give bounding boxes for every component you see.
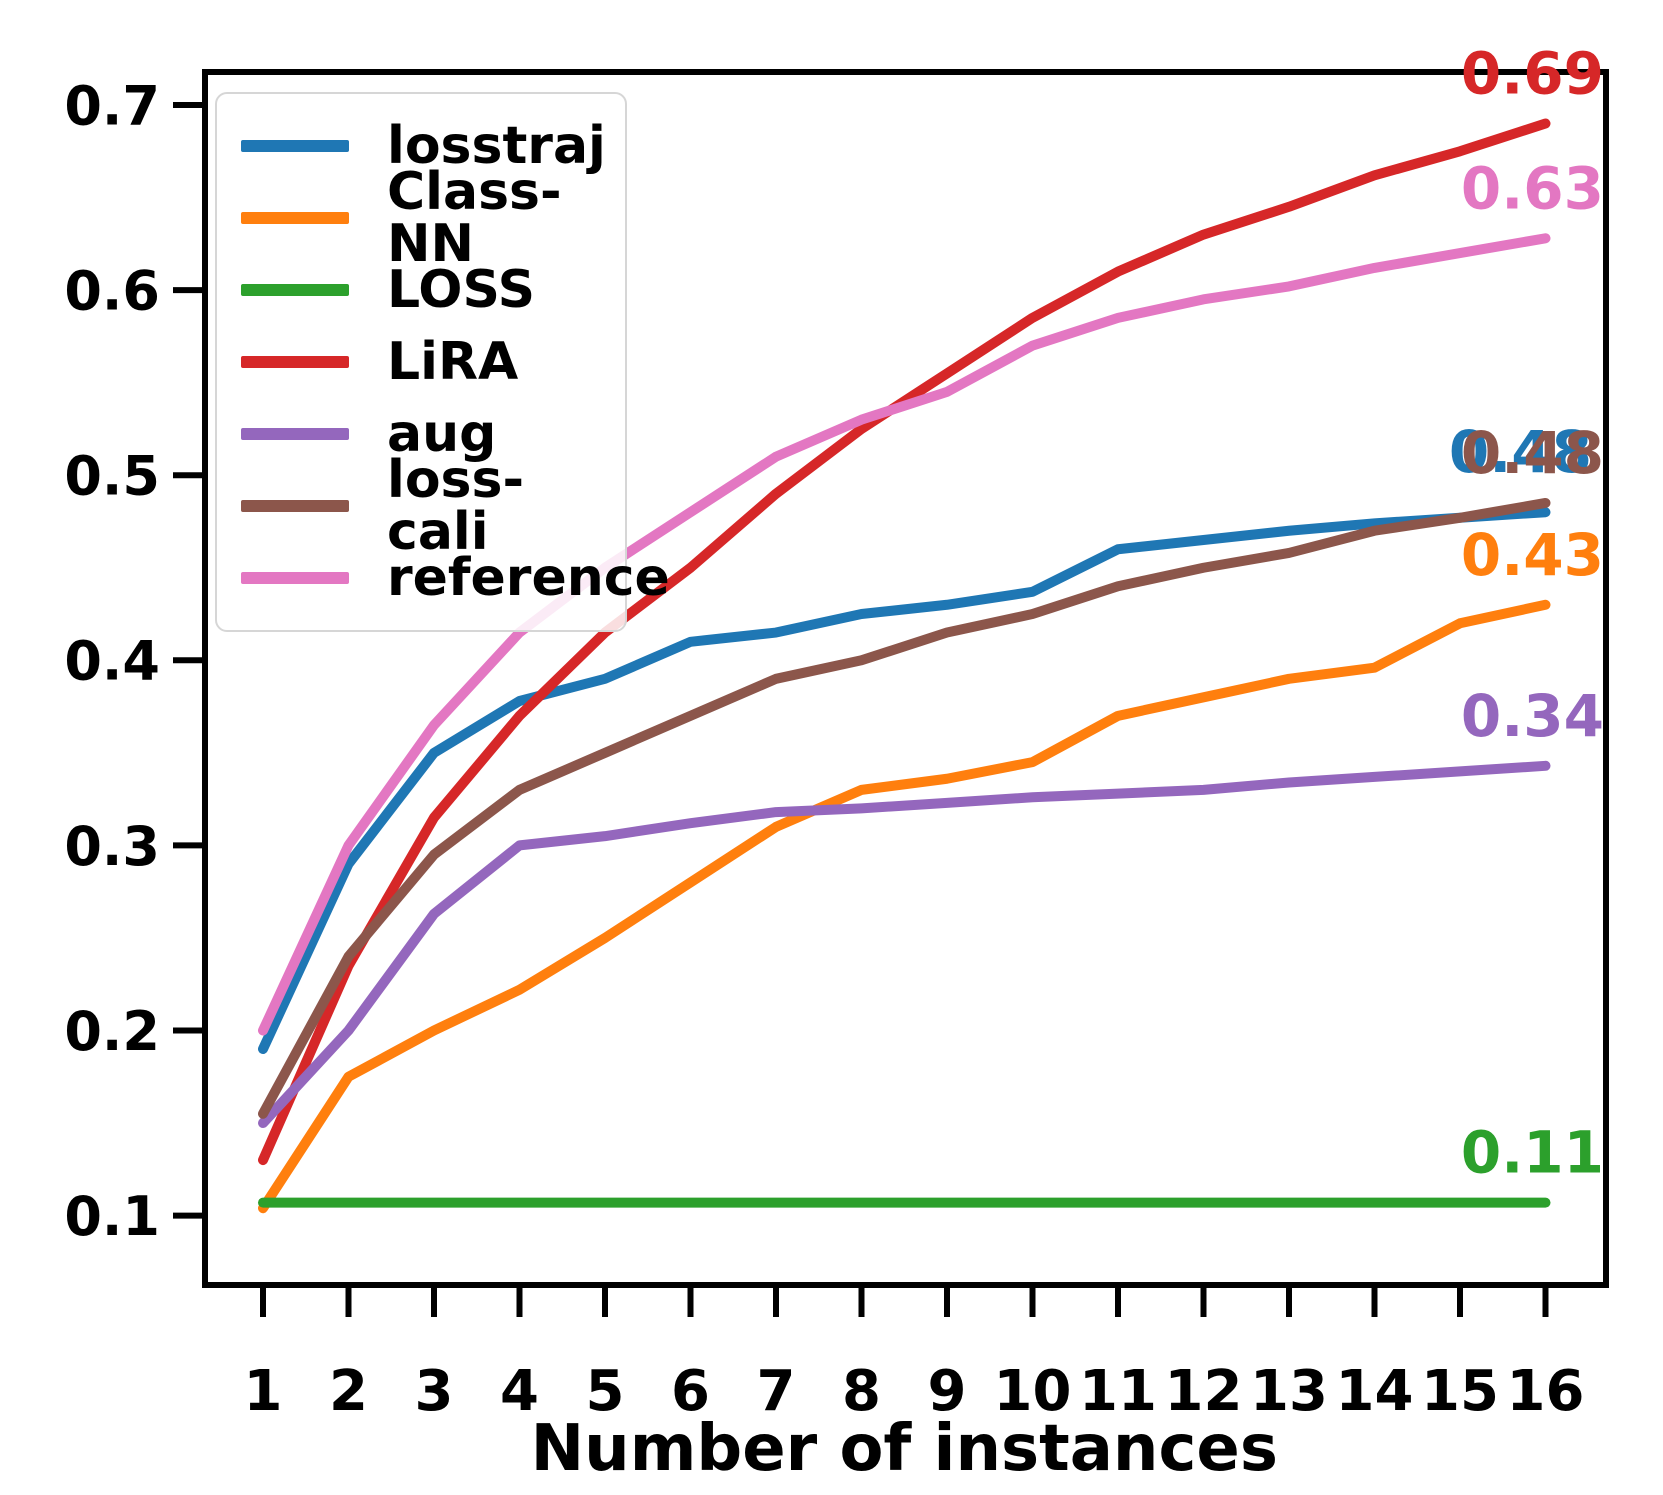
legend-item-LOSS: LOSS	[217, 254, 625, 326]
x-tick-label: 8	[842, 1359, 881, 1424]
end-label-losstraj: 0.48	[1449, 418, 1592, 486]
y-tick-label: 0.5	[64, 445, 160, 508]
end-label-Class-NN: 0.43	[1461, 521, 1604, 589]
x-tick-label: 16	[1507, 1359, 1585, 1424]
y-tick-label: 0.1	[64, 1185, 160, 1248]
x-tick-label: 3	[415, 1359, 454, 1424]
series-line-aug	[258, 760, 1551, 1129]
x-tick-label: 14	[1336, 1359, 1414, 1424]
y-tick-label: 0.2	[64, 1000, 160, 1063]
legend-label: aug	[387, 404, 497, 464]
x-tick-label: 6	[671, 1359, 710, 1424]
x-tick-label: 9	[928, 1359, 967, 1424]
legend-item-aug: aug	[217, 398, 625, 470]
axes-frame	[202, 69, 1609, 1288]
series-line-Class-NN	[258, 599, 1551, 1214]
legend-item-losstraj: losstraj	[217, 110, 625, 182]
legend-swatch-Class-NN-icon	[241, 212, 349, 224]
y-tick-label: 0.4	[64, 630, 160, 693]
x-tick-label: 1	[244, 1359, 283, 1424]
x-axis-title: Number of instances	[531, 1412, 1278, 1486]
legend-item-loss-cali: loss-cali	[217, 454, 625, 558]
legend-swatch-LiRA-icon	[241, 356, 349, 368]
x-tick-label: 12	[1165, 1359, 1243, 1424]
series-line-reference	[258, 233, 1551, 1036]
x-tick-label: 4	[500, 1359, 539, 1424]
legend-swatch-loss-cali-icon	[241, 500, 349, 512]
series-line-losstraj	[258, 507, 1551, 1055]
x-tick-label: 5	[586, 1359, 625, 1424]
end-label-LOSS: 0.11	[1461, 1119, 1604, 1187]
end-label-loss-cali: 0.48	[1461, 419, 1604, 487]
series-line-loss-cali	[258, 497, 1551, 1119]
legend-label: loss-cali	[387, 450, 525, 562]
x-tick-label: 10	[994, 1359, 1072, 1424]
y-tick-label: 0.6	[64, 260, 160, 323]
legend: losstraj Class-NN LOSS LiRA aug loss-cali refe…	[215, 92, 670, 632]
legend-label: LiRA	[387, 332, 519, 392]
y-tick-label: 0.7	[64, 74, 160, 137]
legend-item-Class-NN: Class-NN	[217, 166, 625, 270]
legend-label: Class-NN	[387, 162, 562, 274]
x-tick-label: 13	[1250, 1359, 1328, 1424]
end-label-aug: 0.34	[1461, 682, 1604, 750]
x-tick-label: 2	[329, 1359, 368, 1424]
legend-label: reference	[387, 548, 670, 608]
legend-swatch-losstraj-icon	[241, 140, 349, 152]
end-label-LiRA: 0.69	[1461, 40, 1604, 108]
end-label-reference: 0.63	[1461, 154, 1604, 222]
x-tick-label: 7	[757, 1359, 796, 1424]
legend-swatch-LOSS-icon	[241, 284, 349, 296]
legend-label: LOSS	[387, 260, 536, 320]
x-tick-label: 15	[1421, 1359, 1499, 1424]
legend-swatch-reference-icon	[241, 572, 349, 584]
x-tick-label: 11	[1079, 1359, 1157, 1424]
legend-item-reference: reference	[217, 542, 670, 614]
legend-item-LiRA: LiRA	[217, 326, 625, 398]
legend-label: losstraj	[387, 116, 606, 176]
legend-swatch-aug-icon	[241, 428, 349, 440]
y-tick-label: 0.3	[64, 815, 160, 878]
